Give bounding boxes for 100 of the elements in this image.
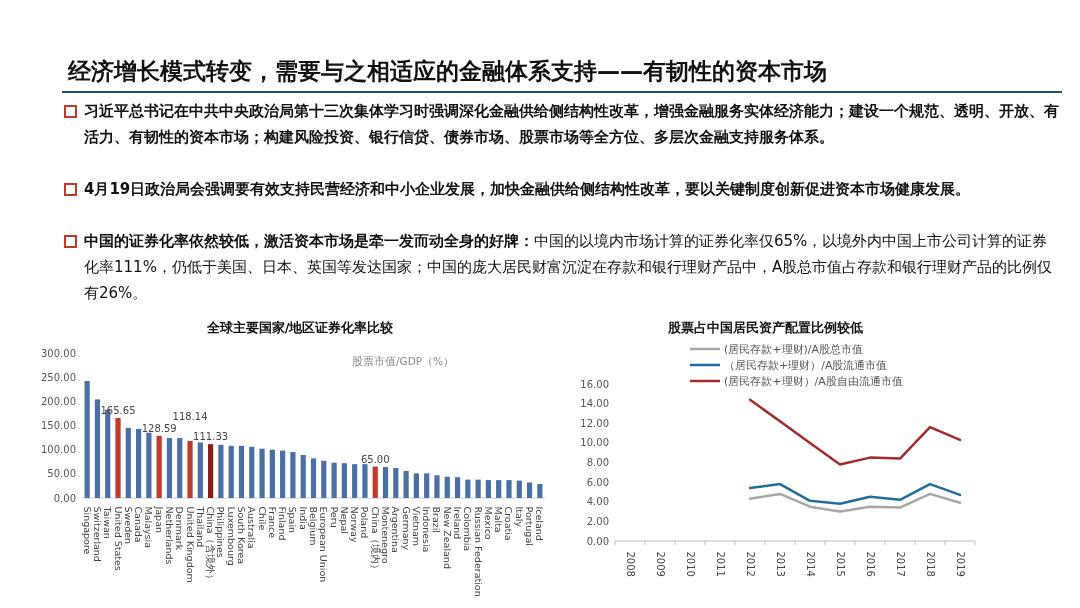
x-tick-label: Spain <box>287 506 299 534</box>
bar <box>135 428 142 498</box>
x-tick-label: China（境内） <box>369 506 381 574</box>
bar <box>403 470 409 498</box>
bar <box>506 480 512 498</box>
x-tick-label: Sweden <box>122 506 134 545</box>
x-tick-label: Japan <box>153 505 165 533</box>
bar <box>269 449 275 498</box>
x-tick-label: 2009 <box>654 551 666 577</box>
x-tick-label: Belgium <box>308 506 319 546</box>
x-tick-label: Australia <box>246 506 258 549</box>
bar <box>475 479 481 498</box>
x-tick-label: 2016 <box>864 551 876 577</box>
x-tick-label: Chile <box>256 506 268 531</box>
bar <box>94 399 101 498</box>
y-tick-label: 200.00 <box>41 395 76 407</box>
x-tick-label: Russian Federation <box>472 506 484 597</box>
y-tick-label: 6.00 <box>586 476 609 488</box>
bar <box>382 467 389 498</box>
x-tick-label: Norway <box>349 506 361 543</box>
bar <box>115 417 121 498</box>
text: 中国的证券化率依然较低，激活资本市场是牵一发而动全身的好牌：中国的以境内市场计算的证券化率仅65%，以境外内中国上市公司计算的证券化率111%，仍低于美国、日本、英国等发达国家；中国的庞大居民财富沉淀在存款和银行理财产品中，A股总市值占存款和银行理财产品的比例仅有26%。 <box>84 232 1053 302</box>
x-tick-label: 2019 <box>954 551 966 577</box>
y-tick-label: 0.00 <box>586 535 609 547</box>
x-tick-label: Mexico <box>482 506 494 540</box>
bar <box>434 475 440 498</box>
bar <box>413 473 419 498</box>
x-tick-label: United Kingdom <box>184 506 196 583</box>
x-tick-label: 2015 <box>834 551 846 577</box>
x-tick-label: Poland <box>359 506 371 539</box>
annotation: 股票市值/GDP（%） <box>352 355 455 367</box>
x-tick-label: Croatia <box>503 506 515 541</box>
bar <box>465 479 471 498</box>
y-tick-label: 250.00 <box>41 371 76 383</box>
data-label: 65.00 <box>360 453 390 465</box>
x-tick-label: Peru <box>328 506 340 528</box>
bar <box>496 480 502 498</box>
x-tick-label: 2011 <box>714 551 726 577</box>
bar <box>310 458 317 498</box>
x-tick-label: India <box>297 506 309 530</box>
bar <box>228 445 234 498</box>
legend-label: (居民存款+理财)/A股总市值 <box>724 343 864 356</box>
y-tick-label: 50.00 <box>47 468 76 480</box>
y-tick-label: 150.00 <box>41 420 76 431</box>
x-tick-label: European Union <box>318 506 330 583</box>
bar <box>156 435 162 498</box>
x-tick-label: Colombia <box>462 506 474 552</box>
x-tick-label: Finland <box>277 506 289 541</box>
x-tick-label: 2008 <box>624 551 636 577</box>
y-tick-label: 2.00 <box>586 515 609 527</box>
x-tick-label: Brazil <box>431 506 443 534</box>
bar <box>300 454 306 498</box>
y-tick-label: 100.00 <box>41 444 76 456</box>
bar <box>526 482 533 498</box>
x-tick-label: Denmark <box>174 506 186 551</box>
x-tick-label: Luxembourg <box>225 506 237 566</box>
bar <box>280 450 286 498</box>
x-tick-label: Thailand <box>194 505 206 548</box>
x-tick-label: Philippines <box>215 506 227 558</box>
x-tick-label: Argentina <box>390 506 402 553</box>
x-tick-label: New Zealand <box>441 506 453 569</box>
bar <box>259 448 265 498</box>
data-label: 111.33 <box>193 431 229 443</box>
x-tick-label: 2017 <box>894 551 906 577</box>
data-label: 128.59 <box>141 422 177 434</box>
line-series <box>748 492 962 513</box>
bar <box>125 427 131 498</box>
x-tick-label: South Korea <box>235 506 247 565</box>
y-tick-label: 10.00 <box>580 437 609 449</box>
bar <box>208 444 214 498</box>
x-tick-label: Indonesia <box>421 506 433 553</box>
y-tick-label: 4.00 <box>586 496 609 508</box>
line-series <box>748 482 962 505</box>
data-label: 165.65 <box>100 404 136 416</box>
bar <box>352 464 358 498</box>
x-tick-label: 2014 <box>804 551 816 577</box>
bar <box>249 446 255 498</box>
bar <box>331 462 337 498</box>
x-tick-label: 2018 <box>924 551 936 577</box>
bar <box>218 444 224 498</box>
bar <box>166 438 173 498</box>
x-tick-label: Netherlands <box>163 506 175 565</box>
y-tick-label: 12.00 <box>580 417 609 429</box>
x-tick-label: Taiwan <box>102 505 114 539</box>
text: 习近平总书记在中共中央政治局第十三次集体学习时强调深化金融供给侧结构性改革，增强金融服务实体经济能力；建设一个规范、透明、开放、有活力、有韧性的资本市场；构建风险投资、银行信贷、债券市场、股票市场等全方位、多层次金融支持服务体系。 <box>84 102 1059 146</box>
bar <box>372 466 378 498</box>
x-tick-label: 2010 <box>684 551 696 577</box>
bar <box>444 476 450 498</box>
bar <box>321 460 327 498</box>
bar <box>290 452 296 498</box>
x-tick-label: Italy <box>513 506 525 528</box>
y-tick-label: 0.00 <box>53 492 76 504</box>
bar <box>187 440 193 498</box>
y-tick-label: 8.00 <box>586 457 609 468</box>
legend-label: (居民存款+理财）/A股自由流通市值 <box>724 375 903 388</box>
bar <box>454 477 461 498</box>
x-tick-label: Ireland <box>452 506 464 540</box>
bar <box>341 463 347 498</box>
x-tick-label: Germany <box>400 506 412 551</box>
bar <box>393 468 399 498</box>
